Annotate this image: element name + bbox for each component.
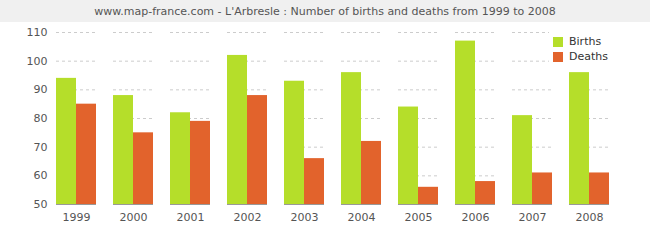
svg-text:50: 50 — [34, 198, 48, 211]
svg-text:2004: 2004 — [348, 211, 376, 224]
html-text:www.map-france.com - L'Arbresl: www.map-france.com - L'Arbresle : Number… — [94, 5, 556, 18]
svg-text:2005: 2005 — [405, 211, 433, 224]
svg-text:2003: 2003 — [291, 211, 319, 224]
svg-text:100: 100 — [27, 55, 48, 68]
html-text:Births: Births — [569, 35, 602, 48]
svg-text:2002: 2002 — [234, 211, 262, 224]
svg-text:2006: 2006 — [462, 211, 490, 224]
svg-text:2008: 2008 — [576, 211, 604, 224]
svg-text:2007: 2007 — [519, 211, 547, 224]
svg-text:70: 70 — [34, 141, 48, 154]
svg-text:80: 80 — [34, 112, 48, 125]
svg-text:60: 60 — [34, 169, 48, 182]
svg-text:110: 110 — [27, 26, 48, 39]
svg-text:2001: 2001 — [177, 211, 205, 224]
svg-text:90: 90 — [34, 83, 48, 96]
html-text:Deaths: Deaths — [569, 50, 608, 63]
svg-text:2000: 2000 — [120, 211, 148, 224]
svg-text:1999: 1999 — [63, 211, 91, 224]
